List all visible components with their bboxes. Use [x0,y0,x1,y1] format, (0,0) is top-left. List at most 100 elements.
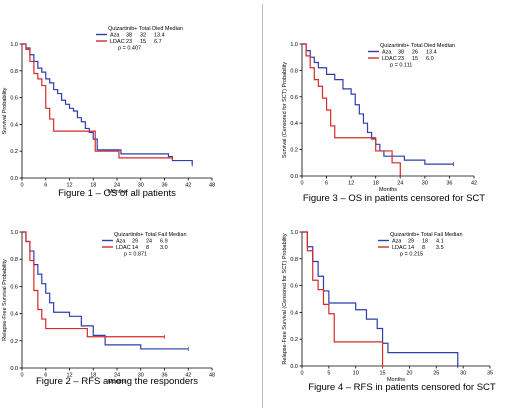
legend-header: Quizartinib+ Total Died Median [380,43,455,49]
x-tick-label: 30 [138,183,144,189]
x-tick-label: 0 [300,371,303,377]
x-tick-label: 36 [446,181,452,187]
km-curve-ldac [22,43,173,159]
p-value: p = 0.407 [118,46,141,52]
panel-divider [262,4,263,408]
x-tick-label: 36 [161,373,167,379]
x-tick-label: 30 [422,181,428,187]
legend-series-name: Aza [392,239,402,245]
y-tick-label: 0.8 [290,68,298,74]
km-curve-ldac [22,231,165,338]
km-curve-ldac [302,43,401,176]
km-curve-aza [22,43,193,165]
legend-series-name: Aza [116,239,126,245]
x-tick-label: 6 [325,181,328,187]
x-tick-label: 30 [138,373,144,379]
y-tick-label: 0.4 [290,121,298,127]
legend-events: 26 [412,50,418,56]
x-tick-label: 12 [348,181,354,187]
legend-median: 3.5 [436,245,444,251]
x-axis-label: Months [108,189,126,195]
km-curve-aza [302,43,454,165]
x-axis-label: Months [379,187,397,193]
y-tick-label: 0.2 [290,148,298,154]
y-axis-label: Survival Probability [2,87,8,134]
y-tick-label: 0.2 [10,339,18,345]
x-tick-label: 35 [487,371,493,377]
legend-median: 6.9 [160,239,168,245]
x-tick-label: 12 [66,183,72,189]
y-tick-label: 0.6 [10,284,18,290]
x-axis-label: Months [387,377,405,383]
legend-series-name: LDAC [392,245,407,251]
km-curve-ldac [302,231,384,366]
km-curve-aza [22,231,189,350]
y-tick-label: 0.0 [290,364,298,370]
x-tick-label: 18 [90,183,96,189]
y-tick-label: 0.2 [290,337,298,343]
legend-total: 29 [408,239,414,245]
y-tick-label: 0.0 [10,366,18,372]
y-axis-label: Relapse-Free Survival Probability [2,259,8,341]
x-tick-label: 18 [90,373,96,379]
x-tick-label: 48 [209,183,215,189]
x-tick-label: 10 [353,371,359,377]
y-tick-label: 0.2 [10,149,18,155]
x-tick-label: 18 [373,181,379,187]
x-tick-label: 12 [66,373,72,379]
y-tick-label: 0.8 [10,257,18,263]
x-tick-label: 24 [397,181,403,187]
y-tick-label: 0.0 [10,176,18,182]
legend-events: 8 [146,245,149,251]
chart-figure-2: 0 6 12 18 24 30 36 42 48 0.0 0.2 0.4 0.6 0.8 1.0 Months… [2,230,215,387]
legend-events: 32 [140,33,146,39]
legend-events: 15 [140,39,146,45]
y-tick-label: 0.4 [10,312,18,318]
x-tick-label: 30 [460,371,466,377]
legend-series-name: Aza [110,33,120,39]
legend-series-name: LDAC [382,56,397,62]
chart-figure-3: 0 6 12 18 24 30 36 42 0.0 0.2 0.4 0.6 0.8 1.0 Months Su… [282,42,485,204]
y-tick-label: 0.4 [10,122,18,128]
legend-total: 14 [132,245,138,251]
legend-total: 23 [126,39,132,45]
y-tick-label: 0.8 [10,69,18,75]
x-axis-label: Months [108,379,126,385]
legend-total: 29 [132,239,138,245]
y-tick-label: 0.0 [290,174,298,180]
x-tick-label: 15 [380,371,386,377]
legend-events: 24 [146,239,152,245]
legend-events: 15 [412,56,418,62]
y-axis-label: Survival (Censored for SCT) Probability [282,62,288,159]
y-tick-label: 0.8 [290,257,298,263]
legend-median: 13.4 [426,50,437,56]
figure-caption: Figure 3 – OS in patients censored for S… [303,193,485,204]
legend-median: 13.4 [154,33,165,39]
y-axis-label: Relapse-Free Survival (Censored for SCT)… [282,233,288,364]
x-tick-label: 0 [20,373,23,379]
x-tick-label: 36 [161,183,167,189]
x-tick-label: 48 [209,373,215,379]
legend-series-name: Aza [382,50,392,56]
y-tick-label: 1.0 [290,42,298,48]
x-tick-label: 5 [327,371,330,377]
legend-header: Quizartinib+ Total Died Median [108,26,183,32]
x-tick-label: 6 [44,373,47,379]
x-tick-label: 20 [406,371,412,377]
y-tick-label: 0.6 [290,284,298,290]
km-curve-aza [302,231,459,366]
chart-figure-4: 0 5 10 15 20 25 30 35 0.0 0.2 0.4 0.6 0.8 1.0 Months Re… [282,230,496,393]
legend-events: 8 [422,245,425,251]
legend-header: Quizartinib+ Total Fail Median [114,232,187,238]
y-tick-label: 1.0 [10,230,18,236]
legend-median: 3.0 [160,245,168,251]
figure-caption: Figure 2 – RFS among the responders [36,376,198,387]
y-tick-label: 1.0 [10,42,18,48]
p-value: p = 0.111 [390,63,412,69]
legend-header: Quizartinib+ Total Fail Median [390,232,463,238]
x-tick-label: 42 [471,181,477,187]
x-tick-label: 42 [185,373,191,379]
x-tick-label: 24 [114,373,120,379]
x-tick-label: 24 [114,183,120,189]
legend-series-name: LDAC [116,245,131,251]
